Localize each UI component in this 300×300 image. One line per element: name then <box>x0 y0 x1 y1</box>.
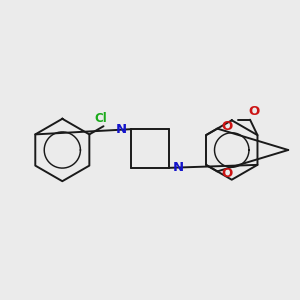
Text: Cl: Cl <box>95 112 107 125</box>
Text: O: O <box>221 120 233 133</box>
Text: N: N <box>116 123 127 136</box>
Text: O: O <box>248 105 259 118</box>
Text: O: O <box>221 167 233 180</box>
Text: N: N <box>173 161 184 174</box>
